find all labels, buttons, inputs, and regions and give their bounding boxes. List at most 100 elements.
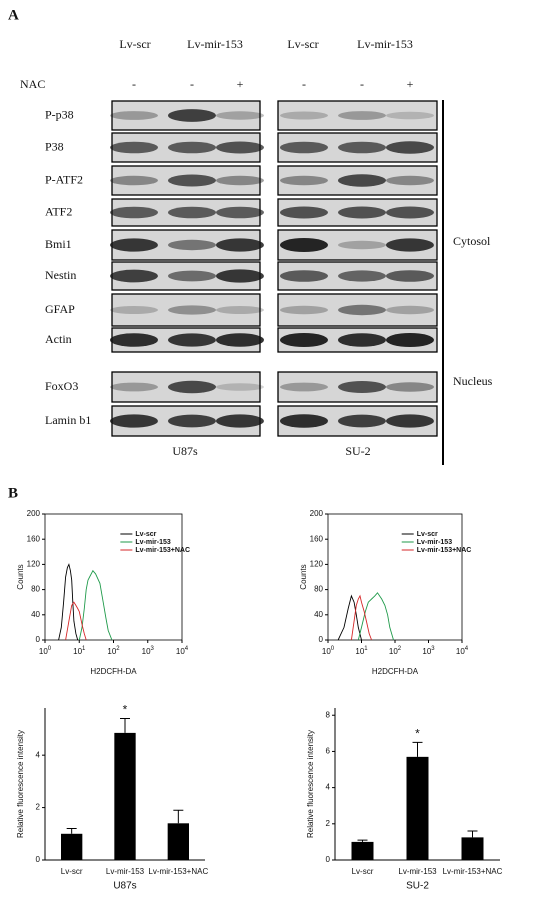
blot-band	[216, 206, 264, 219]
blot-band	[110, 306, 158, 314]
x-tick-exponent: 1	[364, 646, 368, 652]
y-axis-label: Relative fluorescence intensity	[306, 730, 315, 838]
y-axis-label: Relative fluorescence intensity	[16, 730, 25, 838]
annotation: *	[123, 703, 128, 717]
blot-band	[386, 111, 434, 120]
treatment-sign: +	[407, 77, 414, 91]
x-tick-label: Lv-mir-153	[106, 867, 145, 876]
row-label: ATF2	[45, 204, 72, 218]
row-label: P-ATF2	[45, 172, 83, 186]
bar	[61, 833, 83, 860]
x-tick-label: 103	[142, 646, 155, 657]
blot-band	[110, 238, 158, 252]
bar	[406, 756, 429, 860]
y-tick-label: 160	[27, 534, 41, 543]
x-tick-exponent: 0	[48, 646, 52, 652]
y-tick-label: 2	[326, 819, 331, 828]
legend-label: Lv-mir-153	[417, 539, 453, 546]
compartment-label: Nucleus	[453, 374, 493, 388]
y-tick-label: 4	[36, 750, 41, 759]
blot-band	[110, 175, 158, 186]
blot-box	[277, 100, 438, 131]
y-tick-label: 6	[326, 747, 331, 756]
blot-band	[110, 333, 158, 347]
blot-band	[386, 333, 434, 347]
y-tick-label: 0	[36, 855, 41, 864]
y-tick-label: 2	[36, 803, 41, 812]
x-tick-base: 10	[39, 647, 48, 656]
x-tick-base: 10	[389, 647, 398, 656]
blot-band	[280, 206, 328, 219]
blot-band	[386, 382, 434, 392]
compartment-label: Cytosol	[453, 234, 491, 248]
bar	[167, 823, 189, 860]
blot-band	[338, 206, 386, 219]
x-tick-label: Lv-scr	[352, 867, 374, 876]
x-tick-base: 10	[322, 647, 331, 656]
x-axis-label: H2DCFH-DA	[90, 667, 137, 676]
blot-band	[280, 414, 328, 428]
histogram-line	[337, 594, 362, 641]
x-tick-label: 104	[176, 646, 189, 657]
error-bar	[357, 839, 368, 842]
blot-band	[168, 174, 216, 187]
histogram-line	[350, 594, 373, 641]
panel-label: A	[8, 7, 19, 23]
blot-band	[110, 414, 158, 428]
row-label: Nestin	[45, 268, 76, 282]
x-tick-base: 10	[422, 647, 431, 656]
blot-band	[216, 111, 264, 120]
row-label: P-p38	[45, 107, 74, 121]
y-tick-label: 160	[310, 534, 324, 543]
cell-line-label: U87s	[172, 444, 198, 458]
error-bar	[467, 830, 478, 838]
error-bar	[66, 828, 77, 834]
column-label: Lv-scr	[287, 37, 318, 51]
x-tick-exponent: 3	[431, 646, 435, 652]
x-tick-label: 102	[107, 646, 120, 657]
x-tick-base: 10	[456, 647, 465, 656]
blot-band	[338, 111, 386, 120]
treatment-sign: +	[237, 77, 244, 91]
legend-label: Lv-scr	[135, 531, 156, 538]
row-label: Bmi1	[45, 237, 72, 251]
annotation: *	[415, 727, 420, 741]
x-axis-label: U87s	[113, 881, 136, 892]
x-tick-label: 103	[422, 646, 435, 657]
blot-band	[386, 414, 434, 428]
blot-box	[111, 293, 261, 327]
blot-band	[168, 206, 216, 219]
x-tick-exponent: 0	[331, 646, 335, 652]
panel-label: B	[8, 485, 18, 501]
blot-band	[110, 269, 158, 283]
blot-band	[386, 270, 434, 282]
bar	[114, 732, 136, 860]
x-tick-base: 10	[142, 647, 151, 656]
y-tick-label: 0	[326, 855, 331, 864]
histogram-line	[78, 569, 113, 641]
blot-band	[338, 333, 386, 347]
y-tick-label: 200	[310, 509, 324, 518]
blot-band	[110, 382, 158, 392]
x-tick-exponent: 1	[82, 646, 86, 652]
blot-band	[110, 206, 158, 219]
blot-band	[386, 141, 434, 154]
blot-band	[216, 238, 264, 252]
legend-label: Lv-scr	[417, 531, 438, 538]
y-tick-label: 200	[27, 509, 41, 518]
treatment-sign: -	[132, 77, 136, 91]
blot-band	[386, 175, 434, 186]
treatment-sign: -	[302, 77, 306, 91]
blot-band	[338, 240, 386, 250]
cell-line-label: SU-2	[345, 444, 370, 458]
x-tick-label: 104	[456, 646, 469, 657]
blot-band	[338, 141, 386, 154]
x-tick-base: 10	[176, 647, 185, 656]
blot-band	[168, 380, 216, 394]
y-tick-label: 120	[310, 560, 324, 569]
x-tick-base: 10	[355, 647, 364, 656]
error-bar	[412, 741, 423, 757]
blot-band	[168, 305, 216, 315]
blot-band	[216, 141, 264, 154]
